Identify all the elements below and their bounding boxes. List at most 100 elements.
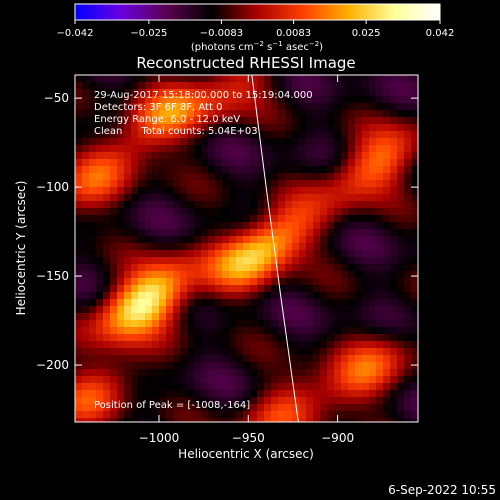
colorbar-tick-label: −0.0083 — [200, 28, 243, 39]
heatmap-cell — [215, 355, 222, 362]
heatmap-cell — [257, 152, 264, 159]
heatmap-cell — [257, 334, 264, 341]
heatmap-cell — [229, 180, 236, 187]
heatmap-cell — [131, 173, 138, 180]
heatmap-cell — [376, 264, 383, 271]
heatmap-cell — [215, 215, 222, 222]
heatmap-cell — [355, 390, 362, 397]
heatmap-cell — [390, 229, 397, 236]
heatmap-cell — [278, 320, 285, 327]
heatmap-cell — [341, 152, 348, 159]
heatmap-cell — [75, 292, 82, 299]
heatmap-cell — [117, 390, 124, 397]
heatmap-cell — [194, 271, 201, 278]
heatmap-cell — [257, 362, 264, 369]
heatmap-cell — [215, 257, 222, 264]
heatmap-cell — [110, 355, 117, 362]
heatmap-cell — [131, 362, 138, 369]
heatmap-cell — [180, 117, 187, 124]
heatmap-cell — [82, 292, 89, 299]
heatmap-cell — [166, 103, 173, 110]
heatmap-cell — [194, 82, 201, 89]
heatmap-cell — [355, 320, 362, 327]
heatmap-cell — [257, 376, 264, 383]
heatmap-cell — [411, 145, 418, 152]
heatmap-cell — [264, 271, 271, 278]
heatmap-cell — [236, 390, 243, 397]
heatmap-cell — [201, 159, 208, 166]
heatmap-cell — [278, 313, 285, 320]
heatmap-cell — [117, 166, 124, 173]
heatmap-cell — [243, 390, 250, 397]
heatmap-cell — [369, 369, 376, 376]
heatmap-cell — [131, 229, 138, 236]
heatmap-cell — [194, 418, 201, 422]
chart-title: Reconstructed RHESSI Image — [136, 54, 355, 72]
heatmap-cell — [173, 411, 180, 418]
heatmap-cell — [250, 292, 257, 299]
heatmap-cell — [194, 313, 201, 320]
heatmap-cell — [145, 327, 152, 334]
heatmap-cell — [159, 306, 166, 313]
heatmap-cell — [229, 383, 236, 390]
heatmap-cell — [327, 222, 334, 229]
heatmap-cell — [285, 159, 292, 166]
heatmap-cell — [173, 313, 180, 320]
heatmap-cell — [215, 180, 222, 187]
heatmap-cell — [271, 348, 278, 355]
heatmap-cell — [285, 355, 292, 362]
heatmap-cell — [103, 96, 110, 103]
heatmap-cell — [348, 376, 355, 383]
heatmap-cell — [390, 404, 397, 411]
heatmap-cell — [152, 285, 159, 292]
heatmap-cell — [117, 418, 124, 422]
heatmap-cell — [264, 166, 271, 173]
heatmap-cell — [278, 264, 285, 271]
heatmap-cell — [82, 96, 89, 103]
heatmap-cell — [131, 215, 138, 222]
heatmap-cell — [411, 159, 418, 166]
heatmap-cell — [355, 334, 362, 341]
heatmap-cell — [271, 110, 278, 117]
heatmap-cell — [306, 306, 313, 313]
heatmap-cell — [159, 369, 166, 376]
heatmap-cell — [285, 138, 292, 145]
heatmap-cell — [187, 201, 194, 208]
heatmap-cell — [110, 96, 117, 103]
heatmap-cell — [313, 250, 320, 257]
heatmap-cell — [362, 250, 369, 257]
heatmap-cell — [103, 187, 110, 194]
heatmap-cell — [236, 376, 243, 383]
heatmap-cell — [124, 152, 131, 159]
heatmap-cell — [166, 82, 173, 89]
heatmap-cell — [285, 411, 292, 418]
heatmap-cell — [313, 159, 320, 166]
heatmap-cell — [355, 152, 362, 159]
heatmap-cell — [271, 215, 278, 222]
heatmap-cell — [250, 208, 257, 215]
heatmap-cell — [313, 404, 320, 411]
heatmap-cell — [383, 348, 390, 355]
heatmap-cell — [110, 173, 117, 180]
heatmap-cell — [390, 313, 397, 320]
heatmap-cell — [299, 334, 306, 341]
heatmap-cell — [166, 117, 173, 124]
heatmap-cell — [327, 131, 334, 138]
heatmap-cell — [404, 341, 411, 348]
heatmap-cell — [327, 89, 334, 96]
heatmap-cell — [173, 299, 180, 306]
heatmap-cell — [117, 292, 124, 299]
heatmap-cell — [236, 285, 243, 292]
heatmap-cell — [201, 320, 208, 327]
heatmap-cell — [145, 341, 152, 348]
heatmap-cell — [152, 131, 159, 138]
colorbar-unit-label: (photons cm−2 s−1 asec−2) — [191, 40, 323, 53]
heatmap-cell — [187, 152, 194, 159]
heatmap-cell — [215, 194, 222, 201]
heatmap-cell — [117, 117, 124, 124]
heatmap-cell — [362, 229, 369, 236]
heatmap-cell — [369, 201, 376, 208]
heatmap-cell — [82, 334, 89, 341]
heatmap-cell — [187, 278, 194, 285]
heatmap-cell — [341, 138, 348, 145]
